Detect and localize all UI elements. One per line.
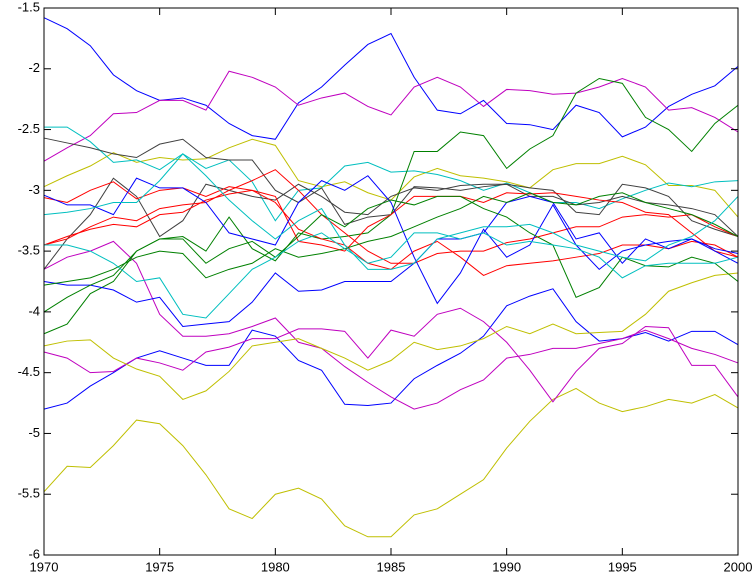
y-tick-label: -5 — [28, 425, 40, 440]
y-tick-label: -4 — [28, 303, 40, 318]
x-tick-label: 1985 — [377, 559, 406, 574]
series-line — [43, 272, 739, 400]
series-line — [43, 240, 739, 410]
series-line — [43, 70, 739, 162]
series-line — [43, 195, 739, 328]
series-line — [44, 126, 739, 222]
series-line — [43, 177, 739, 270]
series-line — [44, 232, 739, 319]
x-tick-label: 1975 — [145, 559, 174, 574]
series-line — [43, 307, 739, 403]
y-tick-label: -2.5 — [18, 121, 40, 136]
series-line — [43, 169, 739, 264]
series-line — [43, 153, 739, 270]
x-tick-label: 2000 — [724, 559, 753, 574]
y-tick-label: -6 — [28, 546, 40, 561]
x-tick-label: 1990 — [492, 559, 521, 574]
y-tick-label: -3.5 — [18, 243, 40, 258]
series-line — [43, 192, 739, 286]
series-line — [43, 175, 739, 305]
y-tick-label: -1.5 — [18, 0, 40, 14]
y-tick-label: -2 — [28, 60, 40, 75]
x-tick-label: 1980 — [261, 559, 290, 574]
x-tick-label: 1970 — [30, 559, 59, 574]
y-tick-label: -4.5 — [18, 364, 40, 379]
series-line — [43, 189, 739, 258]
y-tick-label: -3 — [28, 182, 40, 197]
y-tick-label: -5.5 — [18, 486, 40, 501]
series-line — [43, 387, 739, 538]
x-tick-label: 1995 — [608, 559, 637, 574]
